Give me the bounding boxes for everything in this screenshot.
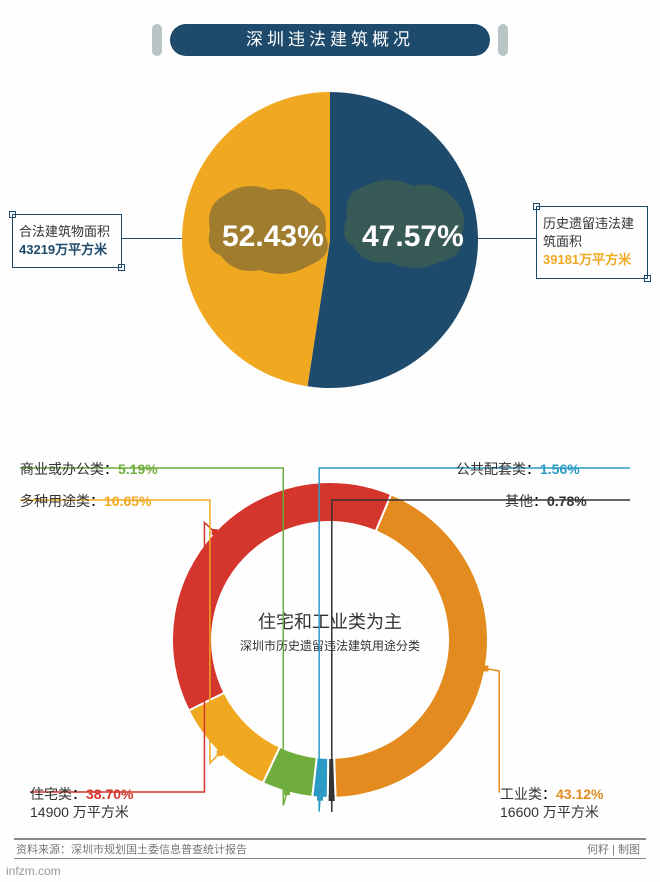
seg-pct-residential: 38.70% <box>86 786 133 802</box>
page-title: 深圳违法建筑概况 <box>170 24 490 56</box>
seg-name-mixed: 多种用途类 <box>20 493 90 509</box>
callout-illegal: 历史遗留违法建 筑面积 39181万平方米 <box>536 206 648 279</box>
callout-illegal-line1a: 历史遗留违法建 <box>543 215 641 233</box>
seg-pct-other: 0.78% <box>547 493 587 509</box>
seg-sub-residential: 14900 万平方米 <box>30 803 133 821</box>
footer-source: 资料来源：深圳市规划国土委信息普查统计报告 <box>16 841 247 857</box>
callout-legal-value: 43219 <box>19 242 55 257</box>
connector-right <box>478 238 536 239</box>
seg-label-public: 公共配套类：1.56% <box>456 460 580 478</box>
callout-legal-line1: 合法建筑物面积 <box>19 223 115 241</box>
seg-label-residential: 住宅类：38.70% 14900 万平方米 <box>30 785 133 821</box>
seg-name-industrial: 工业类 <box>500 786 542 802</box>
seg-pct-commercial: 5.19% <box>118 461 158 477</box>
donut-center-sub: 深圳市历史遗留违法建筑用途分类 <box>226 637 434 654</box>
seg-label-commercial: 商业或办公类：5.19% <box>20 460 158 478</box>
seg-name-public: 公共配套类 <box>456 461 526 477</box>
callout-illegal-line1b: 筑面积 <box>543 233 641 251</box>
seg-label-other: 其他：0.78% <box>505 492 587 510</box>
callout-legal-unit: 万平方米 <box>55 242 107 257</box>
footer-credit: 何籽 | 制图 <box>587 841 640 857</box>
seg-pct-public: 1.56% <box>540 461 580 477</box>
title-cap-right <box>498 24 508 56</box>
callout-illegal-value: 39181 <box>543 252 579 267</box>
seg-name-other: 其他 <box>505 493 533 509</box>
pie1-pct-legal: 52.43% <box>222 220 324 254</box>
donut-center-title: 住宅和工业类为主 <box>226 608 434 634</box>
callout-illegal-unit: 万平方米 <box>579 252 631 267</box>
donut-center-text: 住宅和工业类为主 深圳市历史遗留违法建筑用途分类 <box>226 608 434 654</box>
pie1-pct-illegal: 47.57% <box>362 220 464 254</box>
title-cap-left <box>152 24 162 56</box>
seg-label-industrial: 工业类：43.12% 16600 万平方米 <box>500 785 603 821</box>
watermark: infzm.com <box>6 864 61 878</box>
footer-rule-bottom <box>14 858 646 859</box>
footer-rule-top <box>14 838 646 840</box>
seg-label-mixed: 多种用途类：10.65% <box>20 492 151 510</box>
connector-left <box>122 238 182 239</box>
callout-legal: 合法建筑物面积 43219万平方米 <box>12 214 122 268</box>
seg-name-commercial: 商业或办公类 <box>20 461 104 477</box>
seg-pct-industrial: 43.12% <box>556 786 603 802</box>
seg-pct-mixed: 10.65% <box>104 493 151 509</box>
seg-sub-industrial: 16600 万平方米 <box>500 803 603 821</box>
seg-name-residential: 住宅类 <box>30 786 72 802</box>
